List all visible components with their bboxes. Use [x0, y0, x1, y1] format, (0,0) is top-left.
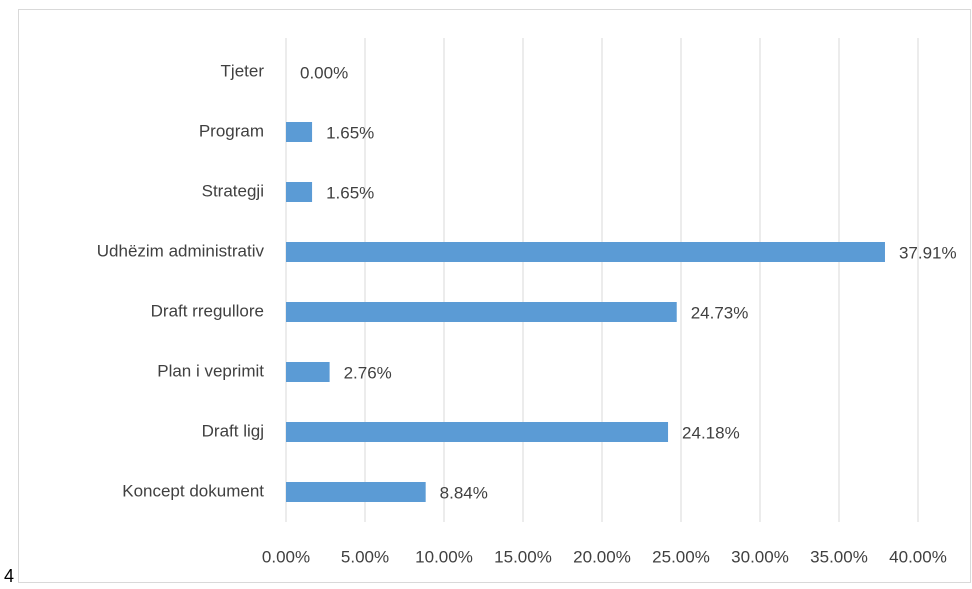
page-number: 4 [4, 566, 14, 586]
data-label: 1.65% [326, 183, 374, 202]
data-label: 8.84% [440, 483, 488, 502]
bar [286, 122, 313, 142]
y-tick-label: Strategji [202, 181, 264, 200]
page-cover [0, 560, 18, 589]
data-label: 1.65% [326, 123, 374, 142]
bar [286, 182, 313, 202]
chart-border [18, 9, 971, 583]
y-tick-label: Program [199, 121, 264, 140]
data-label: 0.00% [300, 63, 348, 82]
bar [286, 482, 426, 502]
y-tick-label: Plan i veprimit [157, 361, 264, 380]
x-tick-label: 30.00% [731, 547, 789, 566]
x-tick-label: 25.00% [652, 547, 710, 566]
bar [286, 302, 677, 322]
y-tick-label: Tjeter [221, 61, 265, 80]
x-tick-label: 15.00% [494, 547, 552, 566]
x-tick-label: 40.00% [889, 547, 947, 566]
y-tick-label: Draft ligj [202, 421, 264, 440]
data-label: 24.18% [682, 423, 740, 442]
bar [286, 422, 669, 442]
x-tick-label: 5.00% [341, 547, 389, 566]
bar [286, 362, 330, 382]
y-tick-label: Koncept dokument [122, 481, 264, 500]
x-tick-label: 20.00% [573, 547, 631, 566]
x-tick-label: 35.00% [810, 547, 868, 566]
x-tick-label: 0.00% [262, 547, 310, 566]
data-label: 2.76% [344, 363, 392, 382]
bar [286, 242, 885, 262]
data-label: 24.73% [691, 303, 749, 322]
x-tick-label: 10.00% [415, 547, 473, 566]
data-label: 37.91% [899, 243, 957, 262]
y-tick-label: Udhëzim administrativ [97, 241, 265, 260]
y-tick-label: Draft rregullore [151, 301, 264, 320]
